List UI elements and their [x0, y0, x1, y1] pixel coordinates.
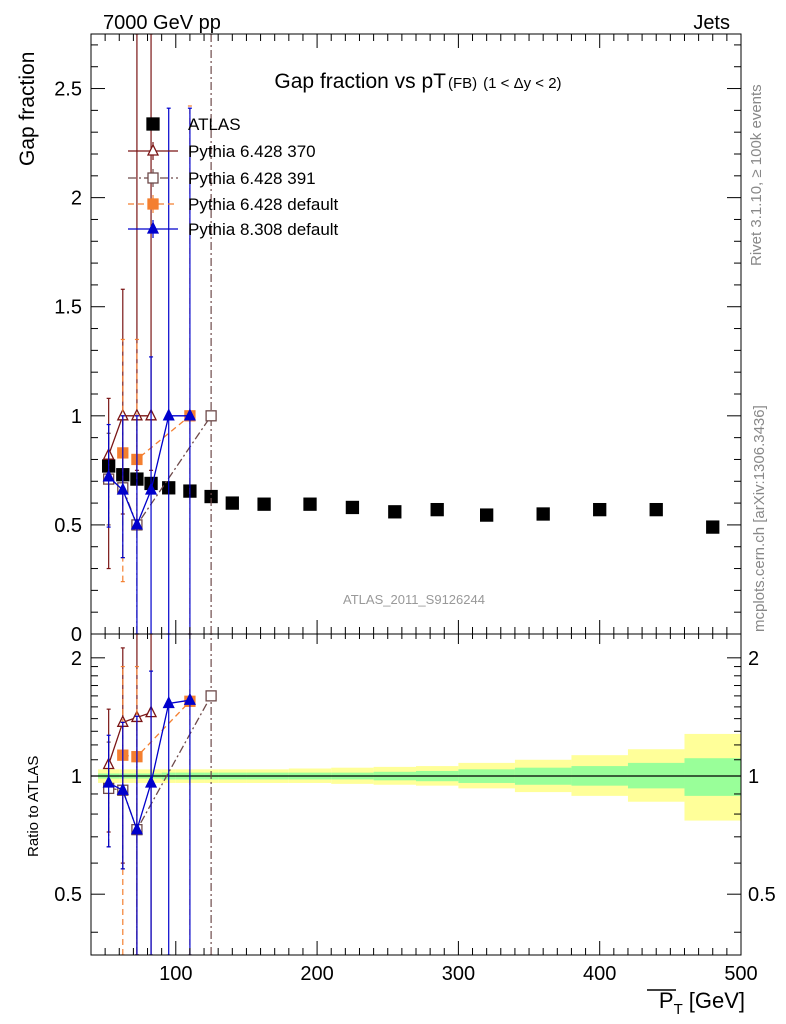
y-tick-label: 1	[71, 406, 82, 428]
atlas-data-point	[303, 497, 317, 511]
atlas-data-point	[480, 508, 494, 522]
x-tick-label: 400	[583, 963, 616, 985]
x-tick-label: 500	[724, 963, 757, 985]
ratio-y-axis-label: Ratio to ATLAS	[25, 756, 42, 857]
x-tick-label: 100	[159, 963, 192, 985]
pythia-6-428-370-line	[108, 415, 152, 456]
pythia-6-428-391-ratio-line	[108, 695, 212, 832]
ratio-y-tick-label-right: 1	[748, 766, 759, 788]
pythia-8-308-default-ratio-point	[183, 692, 196, 705]
legend-marker-pythia-6-428-default	[147, 198, 159, 210]
atlas-data-point	[706, 520, 720, 534]
chart-title-main: Gap fraction vs pT	[274, 70, 446, 93]
legend-marker-pythia-6-428-391	[147, 172, 159, 184]
pythia-8-308-default-point	[130, 517, 143, 530]
pythia-6-428-391-point	[205, 410, 217, 422]
pythia-8-308-default-point	[145, 482, 158, 495]
atlas-data-point	[593, 502, 607, 517]
ratio-y-tick-label-right: 2	[748, 648, 759, 670]
x-axis-label-subscript: T	[674, 1001, 683, 1018]
pythia-6-428-370-ratio-line	[108, 712, 152, 765]
atlas-data-point	[257, 497, 271, 511]
pythia-6-428-391-ratio-point	[205, 690, 217, 702]
legend-marker-pythia-8-308-default	[146, 221, 160, 234]
pythia-8-308-default-point	[162, 408, 175, 421]
pythia-8-308-default-point	[116, 482, 129, 495]
legend-label-atlas: ATLAS	[188, 115, 241, 134]
ratio-y-tick-label-right: 0.5	[748, 884, 776, 906]
pythia-8-308-default-ratio-point	[102, 775, 115, 788]
ratio-y-tick-label: 2	[71, 648, 82, 670]
pythia-6-428-default-line	[122, 415, 191, 461]
ratio-y-tick-label: 0.5	[54, 884, 82, 906]
legend-label-pythia-6-428-default: Pythia 6.428 default	[188, 195, 339, 214]
ratio-y-tick-label: 1	[71, 766, 82, 788]
atlas-data-point	[225, 496, 239, 510]
ratio-inner-band-bin	[684, 758, 741, 796]
legend-marker-pythia-6-428-370	[146, 143, 160, 156]
y-tick-label: 2	[71, 188, 82, 210]
legend-label-pythia-6-428-370: Pythia 6.428 370	[188, 142, 316, 161]
pythia-8-308-default-ratio-point	[162, 696, 175, 709]
rivet-note: Rivet 3.1.10, ≥ 100k events	[748, 84, 765, 266]
y-tick-label: 0.5	[54, 515, 82, 537]
axes-group: 100 200 300 400 500 0 0.5 1 1.5 2 2.5 0.5 0.5 1 1 2 2	[54, 34, 776, 985]
chart-title-range: (1 < Δy < 2)	[483, 75, 561, 92]
energy-label: 7000 GeV pp	[103, 12, 221, 34]
atlas-data-point	[536, 507, 550, 521]
legend-label-pythia-8-308-default: Pythia 8.308 default	[188, 220, 339, 239]
chart-title-sub: (FB)	[448, 75, 477, 92]
y-axis-label: Gap fraction	[16, 52, 39, 166]
x-axis-label: PT [GeV]	[659, 988, 745, 1018]
ratio-series-group	[102, 634, 217, 955]
atlas-data-point	[345, 500, 360, 515]
y-tick-label: 2.5	[54, 79, 82, 101]
pythia-8-308-default-ratio-point	[130, 822, 143, 835]
pythia-6-428-default-ratio-line	[122, 700, 191, 758]
process-label: Jets	[693, 12, 730, 34]
legend: ATLAS Pythia 6.428 370 Pythia 6.428 391 Pyt…	[128, 115, 339, 239]
pythia-8-308-default-ratio-point	[116, 782, 129, 795]
x-tick-label: 300	[442, 963, 475, 985]
analysis-id: ATLAS_2011_S9126244	[343, 592, 485, 607]
y-tick-label: 0	[71, 624, 82, 646]
x-tick-label: 200	[300, 963, 333, 985]
atlas-data-point	[430, 502, 444, 517]
mcplots-note: mcplots.cern.ch [arXiv:1306.3436]	[751, 405, 768, 632]
legend-marker-atlas	[146, 117, 160, 131]
atlas-data-point	[388, 505, 402, 519]
legend-label-pythia-6-428-391: Pythia 6.428 391	[188, 169, 316, 188]
atlas-data-point	[649, 502, 663, 517]
pythia-8-308-default-point	[183, 408, 196, 421]
chart-title: Gap fraction vs pT (FB) (1 < Δy < 2)	[274, 70, 561, 93]
ratio-uncertainty-bands	[91, 733, 741, 821]
main-series-group	[102, 34, 720, 634]
x-axis-label-unit: [GeV]	[689, 988, 745, 1013]
pythia-8-308-default-point	[102, 469, 115, 482]
pythia-8-308-default-ratio-point	[145, 775, 158, 788]
x-axis-label-symbol: P	[659, 988, 674, 1013]
y-tick-label: 1.5	[54, 297, 82, 319]
